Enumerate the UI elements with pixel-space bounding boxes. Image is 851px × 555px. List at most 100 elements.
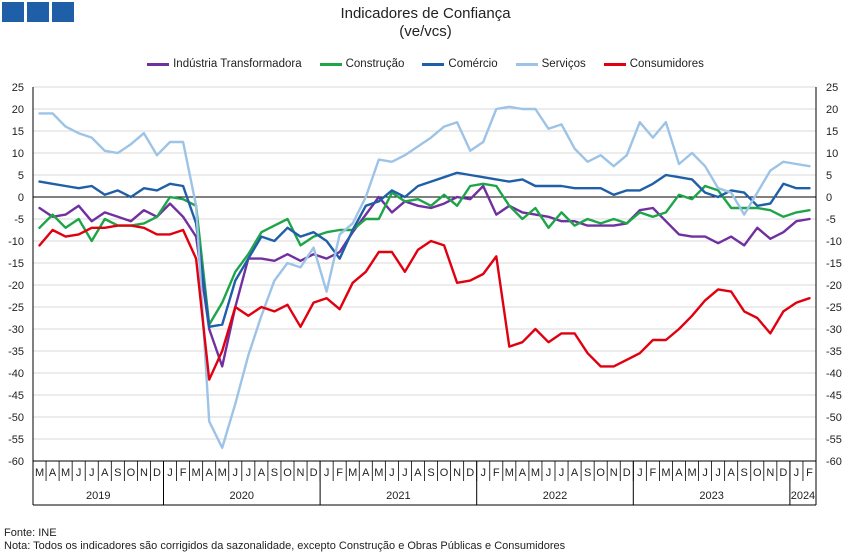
y-tick-label-left: -25 bbox=[8, 302, 24, 314]
month-label: N bbox=[297, 467, 305, 479]
month-label: M bbox=[218, 467, 227, 479]
y-tick-label-right: -50 bbox=[826, 412, 842, 424]
chart-subtitle: (ve/vcs) bbox=[399, 23, 452, 40]
y-tick-label-right: 15 bbox=[826, 126, 838, 138]
month-label: J bbox=[167, 467, 173, 479]
year-label: 2023 bbox=[699, 490, 723, 502]
month-label: A bbox=[571, 467, 579, 479]
month-label: M bbox=[531, 467, 540, 479]
y-tick-label-right: 0 bbox=[826, 192, 832, 204]
month-label: S bbox=[427, 467, 434, 479]
month-label: M bbox=[374, 467, 383, 479]
month-label: S bbox=[114, 467, 121, 479]
month-label: J bbox=[246, 467, 252, 479]
logo-block bbox=[2, 2, 24, 22]
month-label: O bbox=[596, 467, 605, 479]
y-tick-label-right: 25 bbox=[826, 82, 838, 94]
month-label: D bbox=[466, 467, 474, 479]
year-label: 2019 bbox=[86, 490, 110, 502]
y-tick-label-right: 20 bbox=[826, 104, 838, 116]
month-label: M bbox=[505, 467, 514, 479]
month-label: M bbox=[192, 467, 201, 479]
month-label: J bbox=[637, 467, 643, 479]
month-label: A bbox=[49, 467, 57, 479]
y-tick-label-left: -10 bbox=[8, 236, 24, 248]
month-label: S bbox=[741, 467, 748, 479]
footnote: Nota: Todos os indicadores são corrigido… bbox=[4, 540, 566, 552]
y-tick-label-left: -35 bbox=[8, 346, 24, 358]
series-line bbox=[38, 224, 811, 381]
y-tick-label-left: -30 bbox=[8, 324, 24, 336]
month-label: J bbox=[546, 467, 552, 479]
legend-item: Indústria Transformadora bbox=[147, 58, 302, 70]
month-label: A bbox=[675, 467, 683, 479]
legend-label: Consumidores bbox=[629, 58, 704, 70]
legend-label: Serviços bbox=[541, 58, 586, 70]
month-label: M bbox=[348, 467, 357, 479]
month-label: A bbox=[258, 467, 266, 479]
year-label: 2024 bbox=[791, 490, 815, 502]
y-tick-label-right: 10 bbox=[826, 148, 838, 160]
chart-title: Indicadores de Confiança bbox=[340, 5, 511, 22]
month-label: M bbox=[61, 467, 70, 479]
month-label: J bbox=[559, 467, 565, 479]
logo-block bbox=[52, 2, 74, 22]
y-tick-label-right: -40 bbox=[826, 368, 842, 380]
y-tick-label-left: 15 bbox=[12, 126, 24, 138]
year-label: 2022 bbox=[543, 490, 567, 502]
month-label: S bbox=[584, 467, 591, 479]
y-tick-label-right: -25 bbox=[826, 302, 842, 314]
legend-item: Comércio bbox=[422, 58, 498, 70]
ine-logo bbox=[2, 2, 74, 22]
y-tick-label-left: -40 bbox=[8, 368, 24, 380]
month-label: J bbox=[480, 467, 486, 479]
series-line bbox=[38, 184, 811, 368]
month-label: F bbox=[806, 467, 813, 479]
y-tick-label-right: -20 bbox=[826, 280, 842, 292]
month-label: S bbox=[271, 467, 278, 479]
month-label: F bbox=[493, 467, 500, 479]
y-tick-label-left: -15 bbox=[8, 258, 24, 270]
month-label: J bbox=[233, 467, 239, 479]
month-label: J bbox=[702, 467, 708, 479]
y-tick-label-right: -15 bbox=[826, 258, 842, 270]
month-label: N bbox=[453, 467, 461, 479]
month-label: M bbox=[35, 467, 44, 479]
y-tick-label-right: 5 bbox=[826, 170, 832, 182]
y-tick-label-left: -55 bbox=[8, 434, 24, 446]
series-line bbox=[38, 171, 811, 328]
series-line bbox=[38, 182, 811, 326]
month-label: N bbox=[766, 467, 774, 479]
y-tick-label-left: -5 bbox=[14, 214, 24, 226]
y-tick-label-left: -60 bbox=[8, 456, 24, 468]
month-label: O bbox=[127, 467, 136, 479]
year-label: 2021 bbox=[386, 490, 410, 502]
month-label: D bbox=[153, 467, 161, 479]
y-tick-label-left: 5 bbox=[18, 170, 24, 182]
month-label: A bbox=[414, 467, 422, 479]
month-label: A bbox=[206, 467, 214, 479]
month-label: A bbox=[519, 467, 527, 479]
source-note: Fonte: INE bbox=[4, 527, 57, 539]
month-label: A bbox=[101, 467, 109, 479]
legend-swatch bbox=[147, 62, 170, 66]
month-label: J bbox=[715, 467, 721, 479]
y-tick-label-right: -5 bbox=[826, 214, 836, 226]
month-label: M bbox=[661, 467, 670, 479]
month-label: F bbox=[336, 467, 343, 479]
legend-swatch bbox=[422, 62, 445, 66]
month-label: J bbox=[794, 467, 800, 479]
month-label: O bbox=[440, 467, 449, 479]
y-tick-label-right: -30 bbox=[826, 324, 842, 336]
y-tick-label-left: -50 bbox=[8, 412, 24, 424]
month-label: O bbox=[283, 467, 292, 479]
legend-swatch bbox=[319, 62, 342, 66]
month-label: D bbox=[310, 467, 318, 479]
month-label: A bbox=[362, 467, 370, 479]
y-tick-label-left: -45 bbox=[8, 390, 24, 402]
y-tick-label-left: -20 bbox=[8, 280, 24, 292]
month-label: J bbox=[389, 467, 395, 479]
chart-legend: Indústria Transformadora Construção Comérc… bbox=[0, 58, 851, 70]
legend-item: Consumidores bbox=[603, 58, 704, 70]
